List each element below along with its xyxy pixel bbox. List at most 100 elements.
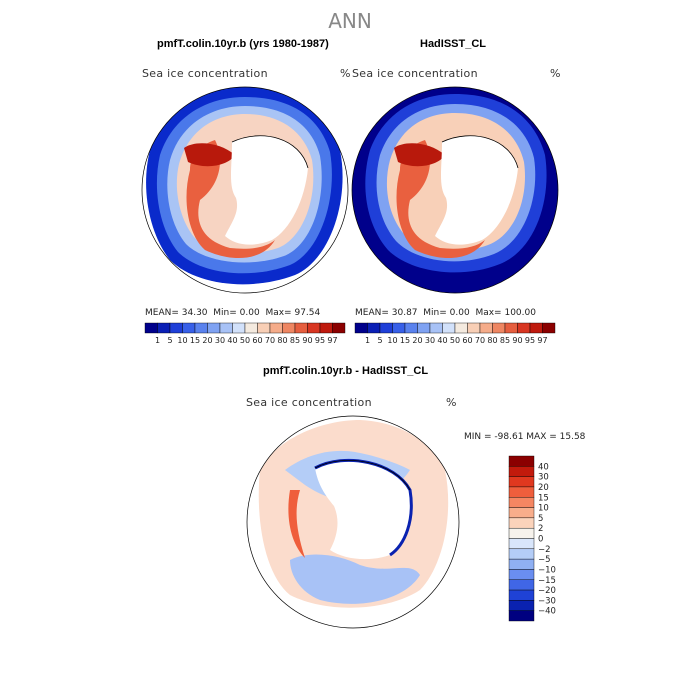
diff-colorbar-swatch [508,579,535,591]
obs-max-label: Max= [475,308,502,318]
obs-max-value: 100.00 [504,308,536,318]
diff-colorbar-swatch [508,455,535,467]
model-colorbar-swatch [319,322,333,334]
model-colorbar-swatch [169,322,183,334]
diff-colorbar-tick-label: 15 [538,493,549,503]
model-colorbar-swatch [282,322,296,334]
obs-colorbar-swatch [354,322,368,334]
diff-colorbar-tick-label: −5 [538,555,551,565]
obs-colorbar-tick-label: 50 [450,336,460,345]
model-colorbar-swatch [257,322,271,334]
model-max-label: Max= [265,308,292,318]
obs-colorbar-tick-label: 40 [437,336,447,345]
obs-colorbar-swatch [429,322,443,334]
diff-colorbar-swatch [508,558,535,570]
model-max-value: 97.54 [294,308,321,318]
model-colorbar-swatch [182,322,196,334]
diff-colorbar-swatch [508,548,535,560]
model-colorbar-swatch [269,322,283,334]
diff-colorbar-swatch [508,497,535,508]
model-colorbar-tick-label: 90 [302,336,312,345]
figure-title: ANN [328,9,372,33]
diff-colorbar-tick-label: −2 [538,545,551,555]
diff-colorbar-tick-label: −40 [538,607,556,617]
model-colorbar-swatch [232,322,246,334]
obs-colorbar-swatch [454,322,468,334]
model-colorbar-tick-label: 20 [202,336,212,345]
model-colorbar-tick-label: 15 [190,336,200,345]
obs-colorbar-tick-label: 60 [462,336,472,345]
obs-units: % [550,67,561,80]
obs-panel-title: HadISST_CL [420,38,487,50]
diff-colorbar-swatch [508,589,535,601]
diff-colorbar-swatch [508,507,535,519]
model-colorbar-tick-label: 95 [315,336,325,345]
model-colorbar: 1 5 10 15 20 30 40 50 60 70 80 85 90 95 97 [144,322,346,345]
obs-colorbar-tick-label: 80 [487,336,497,345]
diff-colorbar-swatch [508,486,535,498]
obs-colorbar-tick-label: 85 [500,336,510,345]
obs-colorbar-swatch [392,322,406,334]
model-stats: MEAN= 34.30 Min= 0.00 Max= 97.54 [145,308,320,318]
diff-colorbar-swatch [508,517,535,529]
diff-colorbar-tick-label: 30 [538,473,549,483]
model-colorbar-tick-label: 30 [215,336,225,345]
diff-colorbar-tick-label: 10 [538,504,549,514]
model-colorbar-tick-label: 70 [265,336,275,345]
diff-colorbar-tick-label: 40 [538,462,549,472]
diff-colorbar-tick-label: 20 [538,483,549,493]
diff-colorbar-tick-label: −20 [538,586,556,596]
obs-colorbar-swatch [404,322,418,334]
model-panel-title: pmfT.colin.10yr.b (yrs 1980-1987) [157,38,329,50]
model-colorbar-tick-label: 10 [177,336,187,345]
obs-mean-value: 30.87 [391,308,418,318]
obs-colorbar: 1 5 10 15 20 30 40 50 60 70 80 85 90 95 97 [354,322,556,345]
diff-colorbar-swatch [508,527,535,539]
model-colorbar-swatch [207,322,221,334]
model-colorbar-tick-label: 40 [227,336,237,345]
model-colorbar-swatch [219,322,233,334]
obs-colorbar-tick-label: 70 [475,336,485,345]
diff-colorbar-tick-label: −30 [538,596,556,606]
diff-field-label: Sea ice concentration [246,396,372,409]
model-mean-value: 34.30 [181,308,208,318]
diff-map [246,415,460,629]
obs-min-value: 0.00 [449,308,470,318]
obs-colorbar-swatch [542,322,556,334]
obs-colorbar-tick-label: 10 [387,336,397,345]
model-colorbar-tick-label: 60 [252,336,262,345]
obs-colorbar-tick-label: 30 [425,336,435,345]
obs-colorbar-tick-label: 1 [365,336,370,345]
diff-colorbar-tick-label: −15 [538,576,556,586]
model-colorbar-swatch [244,322,258,334]
obs-colorbar-swatch [417,322,431,334]
diff-colorbar-swatch [508,466,535,477]
obs-colorbar-tick-label: 97 [537,336,547,345]
model-min-label: Min= [213,308,237,318]
model-colorbar-tick-label: 85 [290,336,300,345]
diff-colorbar-swatch [508,476,535,488]
model-colorbar-swatch [157,322,171,334]
diff-colorbar-tick-label: 2 [538,524,543,534]
diff-range-text: MIN = -98.61 MAX = 15.58 [464,432,586,442]
obs-colorbar-swatch [367,322,381,334]
model-mean-label: MEAN= [145,308,179,318]
model-colorbar-swatch [194,322,208,334]
diff-colorbar-tick-label: 5 [538,514,543,524]
obs-colorbar-swatch [442,322,456,334]
model-colorbar-swatch [332,322,346,334]
model-colorbar-swatch [307,322,321,334]
obs-colorbar-swatch [504,322,518,334]
obs-colorbar-tick-label: 15 [400,336,410,345]
model-units: % [340,67,351,80]
obs-map [351,86,559,294]
obs-mean-label: MEAN= [355,308,389,318]
model-colorbar-tick-label: 97 [327,336,337,345]
obs-colorbar-tick-label: 90 [512,336,522,345]
obs-min-label: Min= [423,308,447,318]
diff-units: % [446,396,457,409]
obs-field-label: Sea ice concentration [352,67,478,80]
obs-colorbar-tick-label: 20 [412,336,422,345]
